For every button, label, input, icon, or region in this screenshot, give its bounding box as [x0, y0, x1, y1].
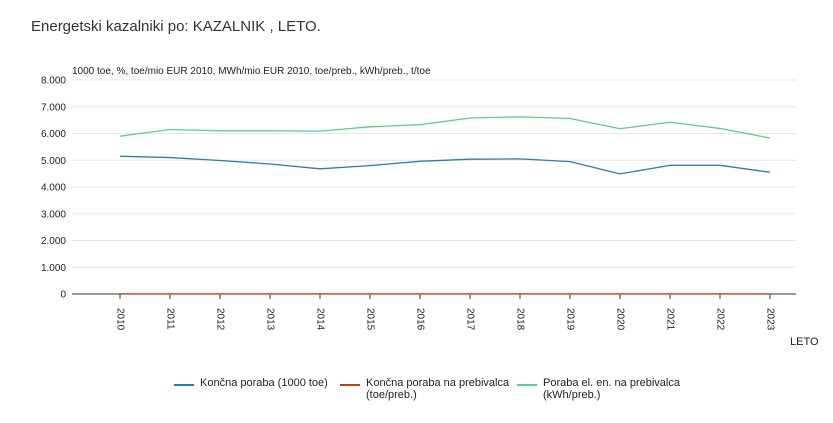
- legend-item-poraba-el-en[interactable]: Poraba el. en. na prebivalca (kWh/preb.): [517, 377, 693, 401]
- grid-lines: [72, 79, 796, 295]
- legend-item-koncna-poraba[interactable]: Končna poraba (1000 toe): [174, 377, 328, 389]
- x-tick-label: 2012: [214, 308, 225, 331]
- x-tick-label: 2010: [114, 308, 125, 331]
- x-axis-title: LETO: [790, 336, 819, 348]
- y-tick-label: 8.000: [41, 76, 66, 87]
- legend-label-koncna-poraba-na-prebivalca: Končna poraba na prebivalca (toe/preb.): [366, 377, 510, 401]
- chart-title: Energetski kazalniki po: KAZALNIK , LETO…: [31, 18, 321, 35]
- x-tick-label: 2016: [414, 308, 425, 331]
- x-tick-label: 2015: [364, 308, 375, 331]
- x-tick-label: 2020: [614, 308, 625, 331]
- x-tick-label: 2011: [164, 308, 175, 330]
- series-line-3: [119, 116, 771, 139]
- x-tick-label: 2021: [664, 308, 675, 331]
- y-axis-unit-label: 1000 toe, %, toe/mio EUR 2010, MWh/mio E…: [72, 66, 431, 77]
- legend-swatch-koncna-poraba-na-prebivalca: [340, 384, 360, 386]
- legend-swatch-koncna-poraba: [174, 384, 194, 386]
- y-tick-label: 2.000: [41, 236, 66, 247]
- y-tick-label: 6.000: [41, 129, 66, 140]
- x-tick-label: 2018: [514, 308, 525, 331]
- x-tick-label: 2013: [264, 308, 275, 331]
- y-tick-labels: 0 1.000 2.000 3.000 4.000 5.000 6.000 7.000 8.00…: [41, 76, 66, 301]
- y-tick-label: 5.000: [41, 156, 66, 167]
- legend-item-koncna-poraba-na-prebivalca[interactable]: Končna poraba na prebivalca (toe/preb.): [340, 377, 516, 401]
- y-tick-label: 7.000: [41, 102, 66, 113]
- y-tick-label: 1.000: [41, 263, 66, 274]
- x-tick-label: 2022: [714, 308, 725, 331]
- x-tick-label: 2019: [564, 308, 575, 331]
- legend-swatch-poraba-el-en: [517, 384, 537, 386]
- x-tick-labels: 2010 2011 2012 2013 2014 2015 2016 2017 2018 2019…: [114, 294, 775, 331]
- y-tick-label: 3.000: [41, 209, 66, 220]
- x-tick-label: 2014: [314, 308, 325, 331]
- x-tick-label: 2023: [764, 308, 775, 331]
- y-tick-label: 0: [60, 290, 66, 301]
- series-line-1: [119, 155, 771, 175]
- x-tick-label: 2017: [464, 308, 475, 331]
- legend-label-koncna-poraba: Končna poraba (1000 toe): [200, 377, 328, 389]
- y-tick-label: 4.000: [41, 183, 66, 194]
- series-lines: [119, 116, 771, 295]
- legend-label-poraba-el-en: Poraba el. en. na prebivalca (kWh/preb.): [543, 377, 680, 401]
